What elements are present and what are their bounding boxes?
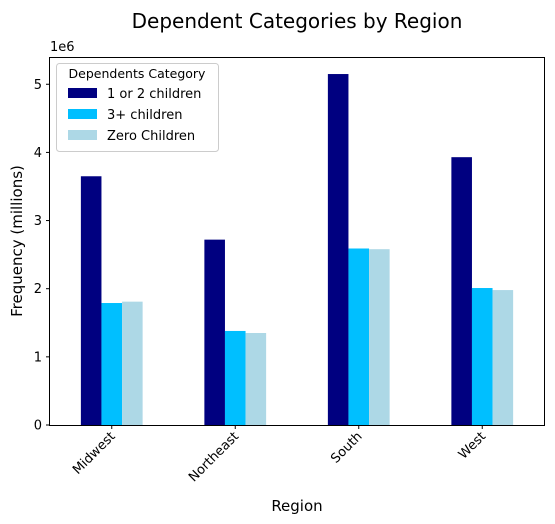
bar-south-3-children [348,248,370,425]
bar-west-1-or-2-children [451,157,472,425]
bar-northeast-zero-children [245,333,267,425]
y-tick-label: 3 [34,214,42,229]
legend-swatch [68,109,97,119]
y-tick-label: 1 [34,350,42,365]
y-tick-label: 0 [34,419,42,434]
legend-label: 1 or 2 children [107,87,201,102]
y-tick-label: 5 [34,78,42,93]
legend-label: 3+ children [107,108,182,123]
y-tick-label: 2 [34,282,42,297]
bar-northeast-3-children [224,330,246,425]
bar-midwest-3-children [101,303,123,425]
x-tick-label: West [456,429,489,462]
legend-swatch [68,130,97,140]
y-offset-label: 1e6 [50,40,75,55]
bar-northeast-1-or-2-children [204,239,225,425]
x-tick-label: Midwest [70,429,119,478]
legend-swatch [68,88,97,98]
bar-west-3-children [471,288,493,425]
bar-midwest-1-or-2-children [80,176,102,425]
bar-south-zero-children [369,249,390,425]
legend: Dependents Category 1 or 2 children 3+ ch… [56,63,219,152]
y-axis-label: Frequency (millions) [8,165,26,317]
bar-west-zero-children [492,290,514,425]
bar-midwest-zero-children [122,301,143,425]
x-tick-label: Northeast [186,429,242,485]
plot-frame [49,57,545,426]
y-tick-label: 4 [34,146,42,161]
legend-box [56,63,219,152]
legend-title: Dependents Category [69,66,206,81]
bar-south-1-or-2-children [327,74,349,425]
x-axis-label: Region [271,497,322,515]
x-tick-label: South [328,429,365,466]
chart-title: Dependent Categories by Region [132,9,463,33]
legend-label: Zero Children [107,129,195,144]
